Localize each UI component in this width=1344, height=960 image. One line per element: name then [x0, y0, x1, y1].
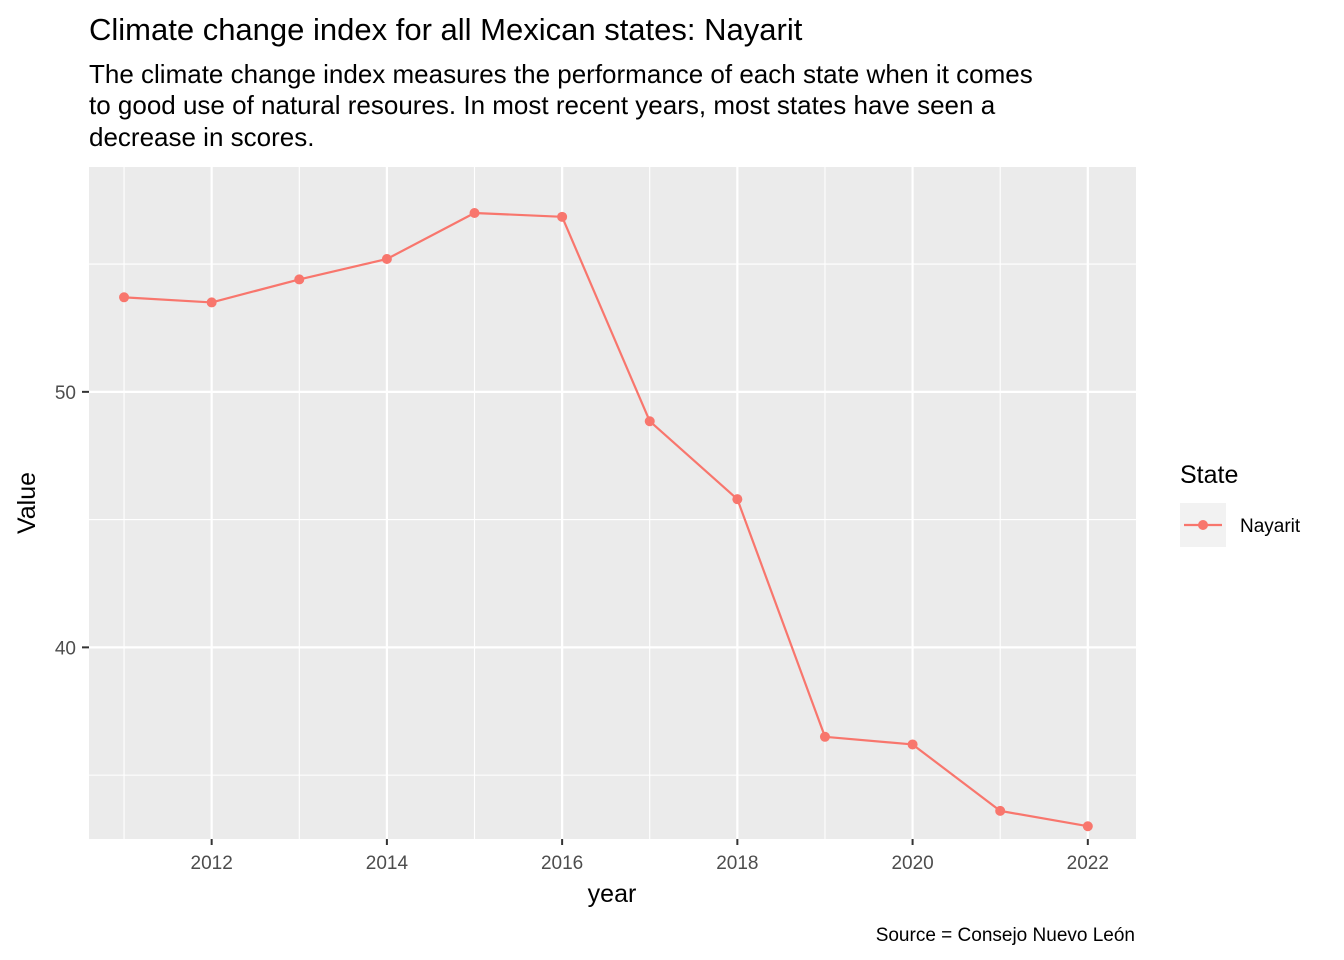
x-axis: 2012 2014 2016 2018 2020 2022	[191, 839, 1109, 874]
data-point	[819, 731, 830, 742]
x-tick-label: 2020	[891, 853, 933, 874]
data-point	[294, 274, 305, 285]
data-point	[206, 297, 217, 308]
chart-subtitle-line-3: decrease in scores.	[89, 122, 314, 152]
legend-key-point	[1198, 520, 1208, 530]
data-point	[1082, 821, 1093, 832]
y-axis-title: Value	[13, 472, 41, 534]
chart-caption: Source = Consejo Nuevo León	[876, 925, 1135, 946]
legend-title: State	[1180, 461, 1238, 489]
y-tick-label: 50	[55, 383, 76, 404]
x-tick-label: 2016	[541, 853, 583, 874]
plot-panel	[89, 167, 1136, 839]
x-axis-title: year	[588, 880, 637, 908]
chart-subtitle-line-2: to good use of natural resoures. In most…	[89, 90, 996, 120]
chart-subtitle-line-1: The climate change index measures the pe…	[89, 59, 1033, 89]
legend-label-nayarit: Nayarit	[1240, 516, 1301, 537]
data-point	[469, 207, 480, 218]
series-line	[123, 211, 1088, 828]
series-layer	[119, 207, 1093, 832]
x-tick-label: 2022	[1067, 853, 1109, 874]
data-point	[732, 494, 743, 505]
data-point	[644, 416, 655, 427]
legend: State Nayarit	[1180, 461, 1301, 547]
chart-title: Climate change index for all Mexican sta…	[89, 12, 803, 47]
y-axis: 40 50	[55, 383, 89, 659]
y-tick-label: 40	[55, 638, 76, 659]
data-point	[381, 253, 392, 264]
data-point	[557, 211, 568, 222]
data-point	[907, 739, 918, 750]
x-tick-label: 2012	[191, 853, 233, 874]
x-tick-label: 2014	[366, 853, 409, 874]
data-point	[119, 292, 130, 303]
data-point	[995, 805, 1006, 816]
x-tick-label: 2018	[716, 853, 758, 874]
